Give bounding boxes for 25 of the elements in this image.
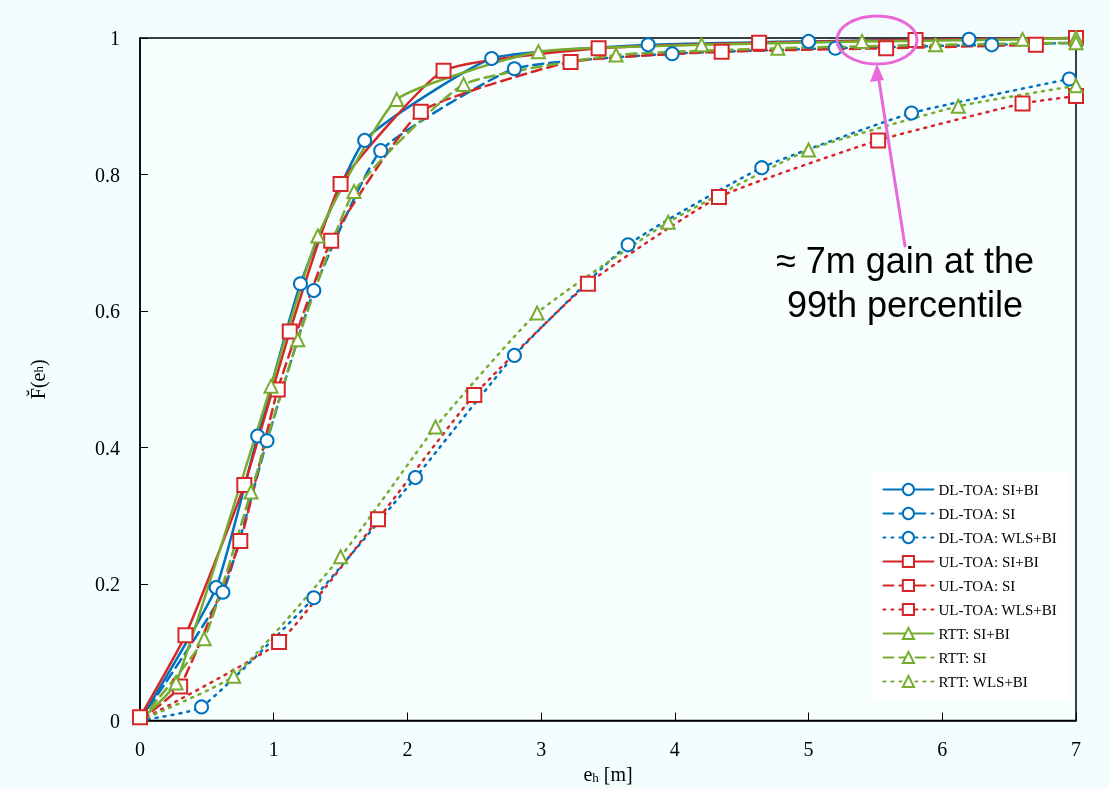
annotation: ≈ 7m gain at the 99th percentile [776, 239, 1034, 325]
legend-label: DL-TOA: WLS+BI [938, 529, 1057, 546]
legend-label: RTT: WLS+BI [938, 673, 1028, 690]
x-tick-label: 5 [803, 737, 814, 760]
legend-label: UL-TOA: SI+BI [938, 553, 1039, 570]
legend-label: RTT: SI [938, 649, 987, 666]
legend-label: DL-TOA: SI+BI [938, 481, 1039, 498]
legend-label: UL-TOA: WLS+BI [938, 601, 1057, 618]
x-tick-label: 1 [268, 737, 279, 760]
y-tick-label: 0.4 [95, 436, 120, 459]
x-tick-label: 3 [536, 737, 547, 760]
x-tick-label: 2 [402, 737, 413, 760]
y-tick-label: 1 [110, 27, 120, 49]
legend-label: DL-TOA: SI [938, 505, 1016, 522]
y-tick-label: 0.2 [95, 573, 120, 596]
legend-label: UL-TOA: SI [938, 577, 1016, 594]
x-axis-title: eh [m] [583, 762, 633, 785]
y-tick-label: 0 [110, 709, 120, 732]
y-tick-label: 0.8 [95, 163, 120, 186]
y-tick-label: 0.6 [95, 300, 120, 323]
x-tick-label: 4 [669, 737, 680, 760]
x-tick-label: 7 [1071, 737, 1081, 760]
legend-label: RTT: SI+BI [938, 625, 1010, 642]
x-tick-label: 0 [135, 737, 145, 760]
x-tick-label: 6 [937, 737, 948, 760]
